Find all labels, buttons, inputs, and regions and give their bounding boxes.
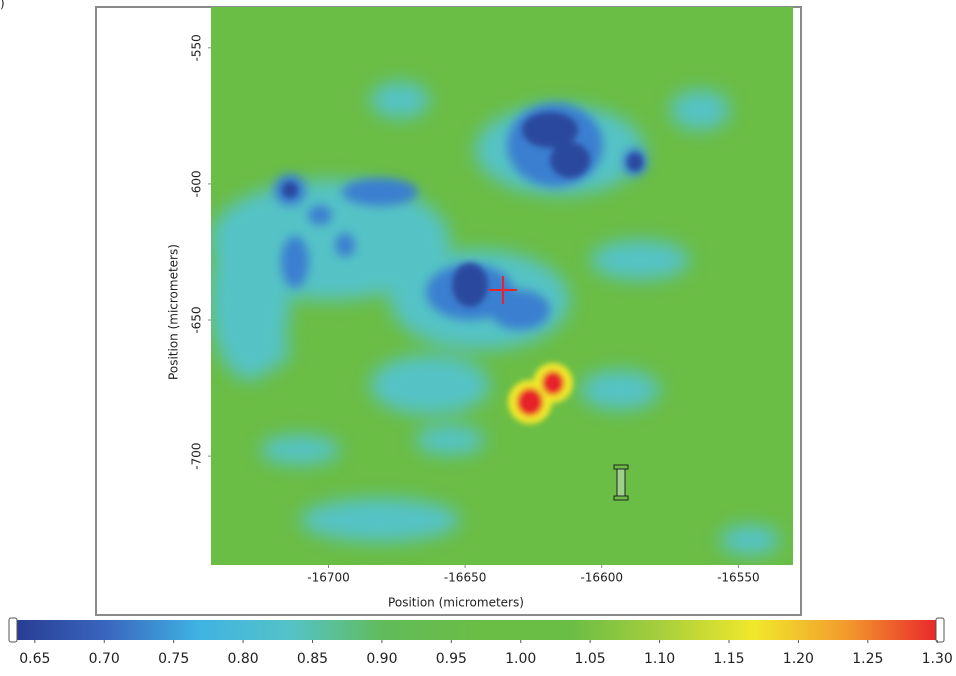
x-tick-label: -16650 (444, 571, 487, 585)
colorbar-handle[interactable] (935, 617, 945, 643)
y-tick-label: -650 (190, 306, 204, 333)
colorbar-tick-label: 1.05 (575, 651, 606, 667)
x-tick-label: -16700 (307, 571, 350, 585)
colorbar-tick-label: 1.20 (783, 651, 814, 667)
colorbar-tick-label: 1.30 (922, 651, 953, 667)
colorbar-tick-label: 0.85 (297, 651, 328, 667)
x-tick-label: -16600 (580, 571, 623, 585)
x-tick-label: -16550 (717, 571, 760, 585)
colorbar-tick-label: 0.90 (366, 651, 397, 667)
x-axis-label: Position (micrometers) (388, 596, 524, 610)
scale-icon (613, 464, 629, 501)
colorbar-tick-label: 0.70 (89, 651, 120, 667)
colorbar-handle[interactable] (8, 617, 18, 643)
y-tick-label: -550 (190, 34, 204, 61)
colorbar-tick-label: 1.00 (505, 651, 536, 667)
y-tick-label: -700 (190, 443, 204, 470)
colorbar-tick-label: 1.25 (852, 651, 883, 667)
colorbar (14, 620, 940, 640)
colorbar-ticks: 0.65 0.70 0.75 0.80 0.85 0.90 0.95 1.00 1.05 1.10… (19, 640, 953, 667)
y-axis-label: Position (micrometers) (167, 244, 181, 380)
corner-label: ) (0, 0, 5, 11)
cursor-cross (489, 276, 517, 304)
colorbar-tick-label: 0.95 (436, 651, 467, 667)
colorbar-tick-label: 1.15 (713, 651, 744, 667)
colorbar-tick-label: 0.80 (227, 651, 258, 667)
colorbar-tick-label: 0.75 (158, 651, 189, 667)
colorbar-tick-label: 1.10 (644, 651, 675, 667)
heatmap-image (211, 7, 793, 565)
y-tick-label: -600 (190, 170, 204, 197)
colorbar-tick-label: 0.65 (19, 651, 50, 667)
